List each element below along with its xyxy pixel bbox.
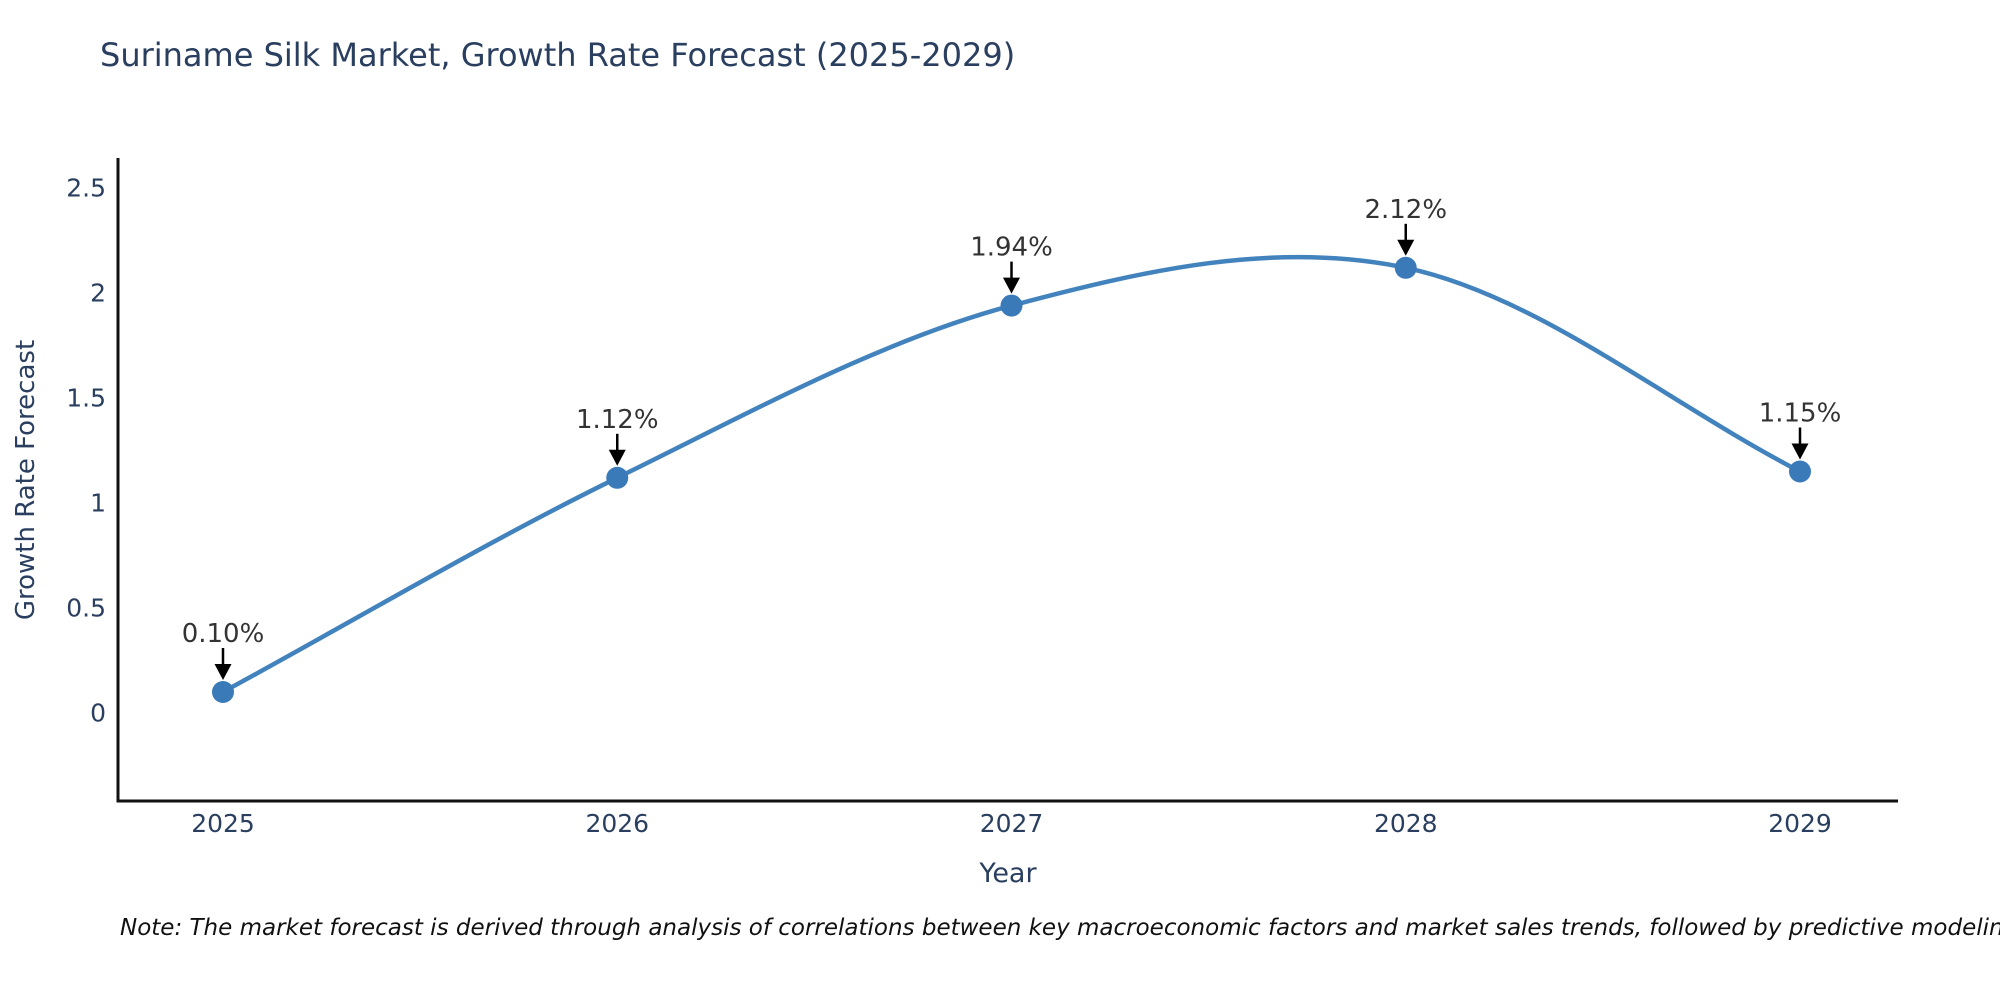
- x-tick-label: 2028: [1374, 809, 1438, 838]
- x-tick-label: 2029: [1768, 809, 1832, 838]
- data-point-marker: [1789, 460, 1811, 483]
- forecast-line: [220, 254, 1803, 695]
- chart-title: Suriname Silk Market, Growth Rate Foreca…: [100, 36, 1016, 74]
- point-value-label: 0.10%: [182, 619, 265, 649]
- point-value-label: 1.12%: [576, 405, 659, 435]
- annotation-arrow-head: [1791, 443, 1809, 460]
- x-tick-label: 2026: [585, 809, 649, 838]
- y-tick-label: 1: [90, 489, 106, 518]
- annotation-arrow-head: [1397, 239, 1415, 256]
- x-tick-label: 2025: [191, 809, 255, 838]
- y-tick-label: 2.5: [66, 174, 106, 203]
- point-value-label: 1.15%: [1759, 399, 1842, 429]
- y-tick-label: 1.5: [66, 384, 106, 413]
- annotation-arrow-head: [214, 664, 232, 680]
- y-tick-label: 2: [90, 279, 106, 308]
- footnote: Note: The market forecast is derived thr…: [120, 915, 2000, 941]
- x-tick-label: 2027: [980, 809, 1044, 838]
- y-axis-title: Growth Rate Forecast: [11, 340, 41, 620]
- x-axis-title: Year: [978, 858, 1037, 889]
- y-tick-label: 0: [90, 699, 106, 728]
- y-tick-label: 0.5: [66, 594, 106, 623]
- annotation-arrow-head: [1003, 277, 1020, 294]
- annotation-arrow-head: [608, 449, 626, 466]
- data-point-marker: [212, 681, 234, 703]
- data-point-marker: [1394, 256, 1417, 279]
- data-point-marker: [1000, 294, 1023, 317]
- point-value-label: 1.94%: [970, 233, 1053, 263]
- data-point-marker: [606, 466, 629, 489]
- point-value-label: 2.12%: [1364, 195, 1447, 225]
